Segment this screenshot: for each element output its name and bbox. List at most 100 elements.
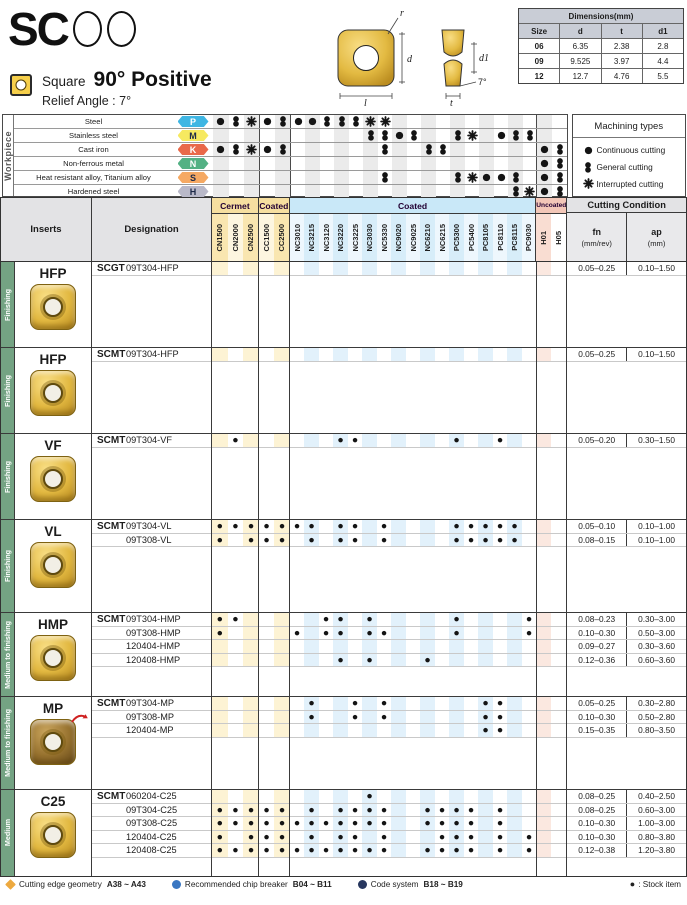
grade-cell xyxy=(406,640,421,653)
grade-cell xyxy=(507,724,522,737)
grade-cell xyxy=(435,348,450,361)
designation-cell: SCMT 09T304-VF xyxy=(92,434,212,519)
insert-block: Finishing VF SCMT 09T304-VF ● ● ● ● ● 0.05–0.20 0.… xyxy=(1,434,686,520)
stock-dot: ● xyxy=(525,830,533,843)
grade-cell xyxy=(304,262,319,275)
legend-item-label: Continuous cutting xyxy=(596,145,666,156)
grade-group-header: Uncoated xyxy=(536,198,567,213)
grade-cell xyxy=(493,613,508,626)
grade-cell xyxy=(551,520,566,533)
fn-value: 0.12–0.36 xyxy=(578,654,616,665)
designation-text: 09T308-MP xyxy=(126,711,175,722)
stock-dot: ● xyxy=(243,844,259,857)
grade-cell xyxy=(362,830,377,843)
cutting-condition-row: 0.09–0.27 0.30–3.60 xyxy=(567,640,686,654)
grade-cell xyxy=(551,724,566,737)
grade-cell xyxy=(536,262,552,275)
interrupted-cutting-symbol xyxy=(465,129,480,142)
stock-dot: ● xyxy=(304,817,319,830)
grade-cell xyxy=(536,790,552,803)
svg-text:t: t xyxy=(450,98,453,108)
stock-dot: ● xyxy=(467,803,475,816)
stock-dot: ● xyxy=(351,520,359,532)
grade-cell xyxy=(493,654,508,667)
category-label: Finishing xyxy=(3,374,12,407)
inserts-cell: MP xyxy=(15,697,92,789)
grade-cell xyxy=(522,262,537,275)
grade-cell xyxy=(507,830,522,843)
grade-cell xyxy=(290,804,305,817)
stock-item-label: : Stock item xyxy=(638,879,681,889)
grade-cell xyxy=(304,434,319,447)
matrix-cell xyxy=(421,185,436,198)
grade-cell xyxy=(228,534,244,547)
stock-dot: ● xyxy=(212,817,228,830)
designation-prefix: SCMT xyxy=(97,790,126,802)
grade-cell xyxy=(507,817,522,830)
workpiece-letter-badge: N xyxy=(177,158,209,169)
inserts-cell: HFP xyxy=(15,262,92,347)
stock-dot: ● xyxy=(351,697,359,709)
inserts-cell: HMP xyxy=(15,613,92,696)
grade-cell xyxy=(333,640,348,653)
designation-row: 120408-C25 xyxy=(92,844,211,858)
designation-prefix: SCMT xyxy=(97,434,126,446)
workpiece-material-label: Cast iron xyxy=(78,145,109,154)
stock-dot: ● xyxy=(420,817,435,830)
grade-column-label: CN2500 xyxy=(243,214,259,261)
general-cutting-symbol xyxy=(450,129,465,142)
grade-cell xyxy=(259,348,275,361)
matrix-cell xyxy=(363,143,378,156)
continuous-cutting-symbol xyxy=(583,145,597,156)
matrix-cell xyxy=(494,157,509,170)
grade-cell xyxy=(259,627,275,640)
grade-column-label: CC2500 xyxy=(274,214,290,261)
dimension-size: 12 xyxy=(519,69,560,83)
stock-dot: ● xyxy=(304,830,319,843)
grade-cell xyxy=(243,724,259,737)
grade-cell xyxy=(259,613,275,626)
matrix-cell xyxy=(334,185,349,198)
stock-dot: ● xyxy=(351,710,359,723)
grade-cell xyxy=(420,830,435,843)
stock-dot: ● xyxy=(467,817,475,829)
stock-dot: ● xyxy=(322,817,330,829)
grade-cell xyxy=(493,348,508,361)
designation-text: 060204-C25 xyxy=(126,791,177,802)
cutting-condition-row: 0.05–0.25 0.30–2.80 xyxy=(567,697,686,711)
grade-cell xyxy=(377,640,392,653)
stock-dot: ● xyxy=(496,724,504,736)
stock-dot: ● xyxy=(333,830,348,843)
grade-cell xyxy=(551,844,566,857)
general-cutting-symbol xyxy=(552,185,567,198)
matrix-cell xyxy=(523,115,538,128)
grade-cell xyxy=(420,640,435,653)
ap-value: 0.30–3.60 xyxy=(626,640,686,653)
designation-row: SCMT 060204-C25 xyxy=(92,790,211,804)
grade-cell xyxy=(304,613,319,626)
grade-cell xyxy=(319,711,334,724)
svg-text:d: d xyxy=(407,54,413,65)
dimensions-row: 06 6.35 2.38 2.8 xyxy=(519,38,683,53)
cutting-condition-cell: 0.05–0.25 0.10–1.50 xyxy=(566,262,686,347)
grade-cell xyxy=(319,831,334,844)
insert-block: Medium to finishing HMP SCMT 09T304-HMP 09T3… xyxy=(1,613,686,697)
general-cutting-symbol xyxy=(229,115,245,128)
stock-dot: ● xyxy=(351,830,359,843)
grade-cell xyxy=(243,710,259,723)
svg-text:d1: d1 xyxy=(479,53,489,64)
designation-row: 09T308-MP xyxy=(92,711,211,724)
cutting-condition-row: 0.10–0.30 1.00–3.00 xyxy=(567,817,686,831)
grade-cell xyxy=(478,653,493,666)
stock-dot: ● xyxy=(333,844,348,857)
interrupted-cutting-symbol xyxy=(378,115,393,128)
cutting-condition-row: 0.12–0.36 0.60–3.60 xyxy=(567,653,686,667)
grade-cell xyxy=(348,724,363,737)
grade-cell xyxy=(507,626,522,639)
stock-dot: ● xyxy=(362,817,377,830)
matrix-cell xyxy=(436,157,451,170)
grade-cell xyxy=(243,653,259,666)
footer-reference-item: Code system B18 ~ B19 xyxy=(357,879,463,889)
continuous-cutting-symbol xyxy=(213,115,229,128)
stock-dot-row: ● ● ● ● ● ● ● ● ● ● ● ● ● xyxy=(212,830,567,844)
